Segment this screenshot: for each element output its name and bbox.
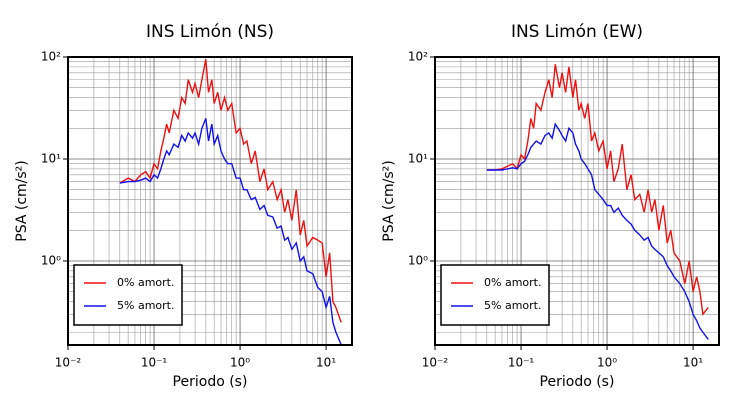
y-tick-label: 10¹ [408,151,428,165]
x-tick-label: 10⁻¹ [508,356,535,370]
y-tick-label: 10⁰ [408,253,428,267]
x-tick-label: 10⁻¹ [141,356,168,370]
plot-frame [434,56,720,346]
y-tick-label: 10⁰ [41,253,61,267]
x-tick-label: 10¹ [683,356,703,370]
series-line [486,64,709,317]
series-line [486,122,709,340]
chart-title: INS Limón (EW) [511,22,643,42]
y-axis-label: PSA (cm/s²) [381,160,397,242]
x-axis-label: Periodo (s) [540,374,615,390]
series-line [119,118,342,345]
y-tick-label: 10² [41,50,61,64]
y-tick-label: 10² [408,50,428,64]
legend-label: 5% amort. [484,299,541,312]
panel: INS Limón (NS) 10⁻² 10⁻¹ 10⁰ 10¹ 10⁰ 10¹ 10² Per… [14,22,353,390]
legend: 0% amort. 5% amort. [73,264,183,326]
legend-box [440,264,550,326]
legend-label: 5% amort. [117,299,174,312]
legend: 0% amort. 5% amort. [440,264,550,326]
x-tick-label: 10⁰ [230,356,250,370]
legend-box [73,264,183,326]
y-axis-label: PSA (cm/s²) [14,160,30,242]
plot-frame [67,56,353,346]
x-axis-label: Periodo (s) [173,374,248,390]
x-tick-label: 10⁻² [422,356,449,370]
panel: INS Limón (EW) 10⁻² 10⁻¹ 10⁰ 10¹ 10⁰ 10¹ 10² Per… [381,22,720,390]
x-tick-label: 10¹ [316,356,336,370]
y-tick-label: 10¹ [41,151,61,165]
legend-label: 0% amort. [484,276,541,289]
x-tick-label: 10⁻² [55,356,82,370]
chart-title: INS Limón (NS) [146,22,274,42]
series-line [119,59,342,323]
legend-label: 0% amort. [117,276,174,289]
x-tick-label: 10⁰ [597,356,617,370]
